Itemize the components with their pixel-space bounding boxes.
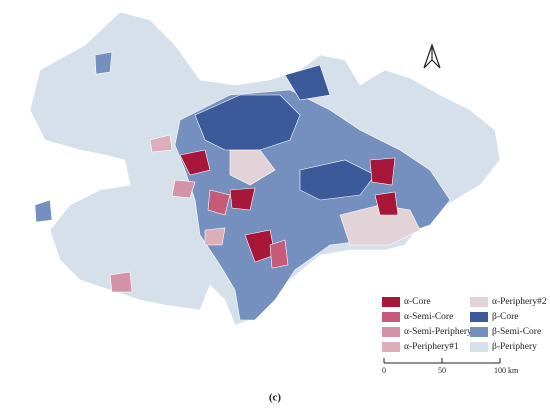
legend-label: α-Semi-Periphery [404,327,472,337]
region [171,179,196,199]
scale-label: 50 [438,366,446,375]
region [269,239,289,269]
legend-swatch [470,297,488,307]
region [109,271,133,293]
scale-unit: km [508,366,519,375]
scale-bar: 0 50 100 km [382,358,519,375]
region [94,51,113,75]
legend-swatch [382,312,400,322]
region [194,94,301,151]
legend-label: α-Periphery#1 [404,342,459,352]
region [299,159,376,201]
legend-swatch [382,342,400,352]
caption: (c) [269,392,282,404]
legend-label: α-Core [404,297,431,307]
legend-swatch [470,327,488,337]
region [229,187,256,211]
region [374,191,399,216]
scale-label: 0 [382,366,386,375]
legend-swatch [382,297,400,307]
region [34,199,53,223]
legend-swatch [382,327,400,337]
region [229,149,276,186]
legend-label: β-Periphery [492,342,537,352]
region [207,189,231,216]
legend-label: α-Periphery#2 [492,297,547,307]
region [369,157,396,186]
legend-label: α-Semi-Core [404,312,453,322]
legend-label: β-Semi-Core [492,327,541,337]
legend: α-Core α-Semi-Core α-Semi-Periphery α-Perip… [382,297,547,352]
scale-label: 100 [494,366,506,375]
map [29,11,501,326]
region [204,227,226,246]
legend-swatch [470,342,488,352]
north-arrow [423,43,441,69]
region [179,149,211,176]
region [284,64,331,101]
region [149,134,173,153]
legend-label: β-Core [492,312,518,322]
legend-swatch [470,312,488,322]
